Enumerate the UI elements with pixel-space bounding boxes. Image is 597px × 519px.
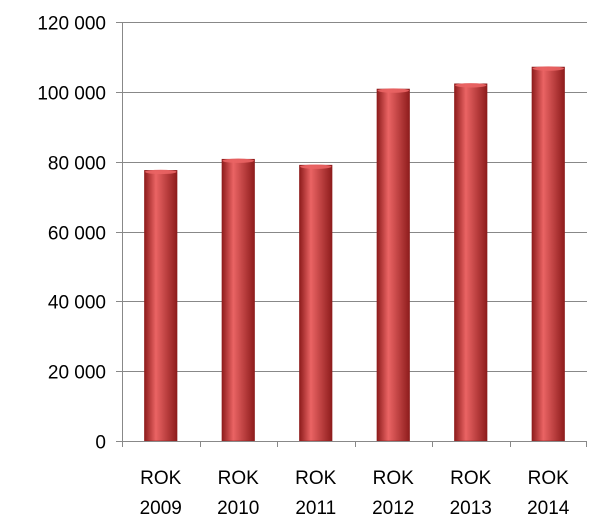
x-tick-label: 2011: [295, 498, 336, 519]
y-tick-label: 20 000: [48, 363, 106, 384]
gridlines: [122, 23, 587, 372]
x-tick-label: 2012: [372, 498, 414, 519]
x-tick-label: 2009: [140, 498, 182, 519]
y-tick-label: 40 000: [48, 293, 106, 314]
y-axis-ticks: 0 20 000 40 000 60 000 80 000 100 000 120 000: [37, 14, 122, 454]
bar-top-highlight: [377, 88, 409, 92]
y-tick-label: 120 000: [37, 14, 106, 35]
y-tick-label: 60 000: [48, 224, 106, 245]
bar-top-highlight: [455, 83, 487, 87]
bar: [532, 67, 565, 441]
bars: [144, 66, 564, 441]
bar-top-highlight: [532, 66, 564, 70]
x-tick-label: ROK: [373, 468, 415, 489]
y-tick-label: 100 000: [37, 84, 106, 105]
x-tick-label: 2014: [527, 498, 570, 519]
axes: [122, 22, 587, 447]
y-tick-label: 0: [95, 433, 106, 454]
bar: [454, 84, 487, 441]
x-tick-label: ROK: [450, 468, 492, 489]
bar: [377, 89, 410, 441]
x-axis-labels: ROK 2009 ROK 2010 ROK 2011 ROK 2012 ROK 2013 ROK 20…: [140, 468, 570, 519]
y-tick-label: 80 000: [48, 154, 106, 175]
x-tick-label: 2010: [217, 498, 259, 519]
bar-top-highlight: [300, 164, 332, 168]
x-tick-label: ROK: [528, 468, 570, 489]
x-tick-label: 2013: [450, 498, 492, 519]
bar: [299, 165, 332, 441]
bar: [222, 159, 255, 441]
bar-top-highlight: [145, 170, 177, 174]
x-tick-label: ROK: [218, 468, 260, 489]
x-tick-label: ROK: [295, 468, 337, 489]
x-tick-label: ROK: [140, 468, 182, 489]
bar: [144, 170, 177, 441]
bar-top-highlight: [222, 159, 254, 163]
